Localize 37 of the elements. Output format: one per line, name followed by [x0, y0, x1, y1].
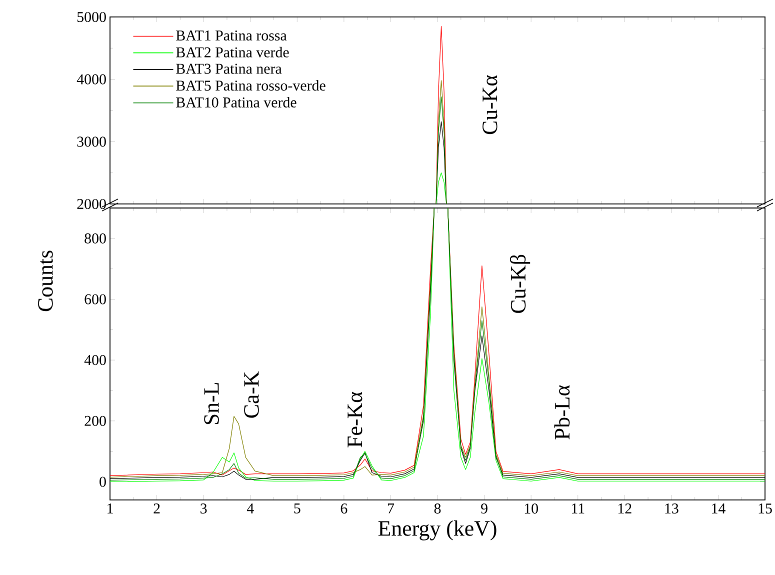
y-axis-title: Counts	[38, 250, 53, 312]
x-tick-label: 4	[246, 504, 254, 514]
annotation: Ca-K	[244, 371, 259, 418]
y-tick-label: 4000	[76, 74, 106, 84]
x-tick-label: 8	[434, 504, 441, 514]
y-tick-label: 3000	[77, 136, 106, 147]
annotation: Cu-Kα	[482, 75, 498, 134]
legend-label: BAT2 Patina verde	[176, 46, 289, 58]
y-tick-label: 400	[84, 355, 106, 366]
y-tick-label: 0	[100, 476, 106, 487]
x-tick-label: 15	[758, 504, 772, 514]
legend-label: BAT1 Patina rossa	[176, 30, 287, 41]
x-axis-title: Energy (keV)	[378, 520, 496, 540]
x-tick-label: 14	[712, 504, 726, 514]
legend-label: BAT10 Patina verde	[176, 96, 296, 108]
x-tick-label: 11	[572, 504, 584, 514]
legend-label: BAT3 Patina nera	[176, 64, 282, 74]
annotation: Cu-Kβ	[510, 254, 530, 313]
y-tick-label: 800	[84, 233, 106, 244]
y-tick-label: 200	[84, 416, 106, 426]
x-tick-label: 5	[294, 504, 300, 514]
x-tick-label: 2	[154, 504, 160, 514]
x-tick-label: 6	[340, 504, 348, 514]
annotation: Fe-Kα	[348, 392, 362, 448]
y-tick-label: 600	[84, 294, 106, 304]
annotation: Sn-L	[204, 383, 219, 424]
annotation: Pb-Lα	[554, 385, 570, 440]
x-tick-label: 12	[618, 504, 632, 514]
y-tick-label: 5000	[77, 12, 106, 22]
legend-label: BAT5 Patina rosso-verde	[176, 80, 326, 91]
x-tick-label: 1	[108, 504, 113, 514]
x-tick-label: 7	[388, 504, 394, 514]
x-tick-label: 9	[481, 504, 488, 514]
x-tick-label: 13	[665, 504, 678, 514]
x-tick-label: 3	[200, 504, 207, 514]
x-tick-label: 10	[524, 504, 538, 514]
y-tick-label: 2000	[77, 198, 106, 210]
